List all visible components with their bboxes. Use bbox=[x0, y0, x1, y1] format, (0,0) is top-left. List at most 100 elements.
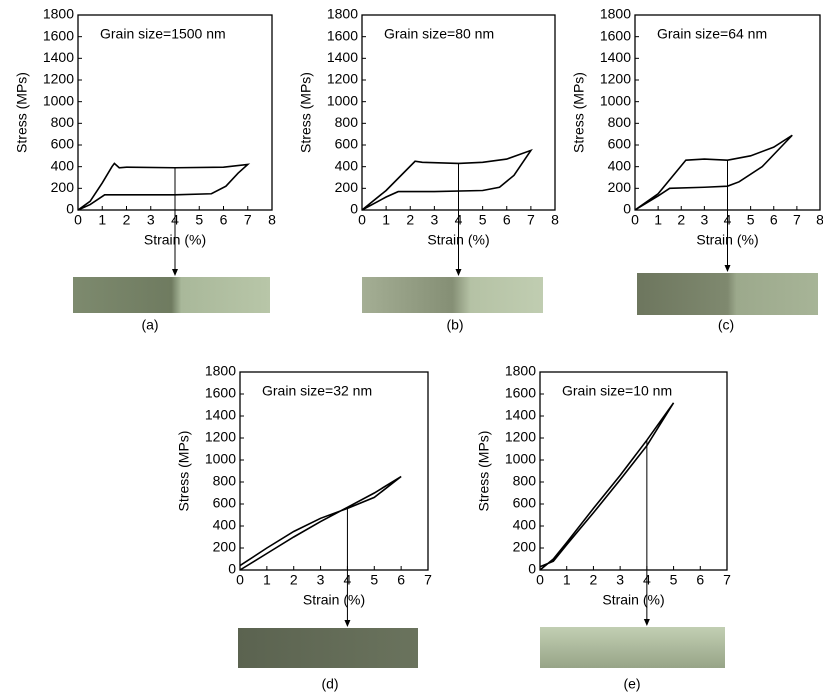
y-axis-label: Stress (MPs) bbox=[14, 72, 30, 153]
panel: 0200400600800100012001400160018000123456… bbox=[476, 363, 731, 692]
y-tick-label: 1400 bbox=[505, 407, 536, 423]
y-tick-label: 400 bbox=[513, 517, 537, 533]
chart-title: Grain size=80 nm bbox=[384, 26, 494, 42]
x-tick-label: 8 bbox=[551, 212, 559, 228]
strain-marker-arrow bbox=[455, 269, 462, 276]
plot-frame bbox=[539, 371, 728, 571]
x-tick-label: 1 bbox=[382, 212, 390, 228]
y-tick-label: 1800 bbox=[327, 6, 358, 22]
x-tick-label: 0 bbox=[358, 212, 366, 228]
x-tick-label: 1 bbox=[263, 572, 271, 588]
y-tick-label: 200 bbox=[213, 539, 237, 555]
x-tick-label: 0 bbox=[74, 212, 82, 228]
x-tick-label: 1 bbox=[654, 212, 662, 228]
y-tick-label: 1000 bbox=[43, 92, 74, 108]
y-axis-label: Stress (MPs) bbox=[298, 72, 314, 153]
y-tick-label: 0 bbox=[66, 201, 74, 217]
y-tick-label: 200 bbox=[51, 179, 75, 195]
x-tick-label: 7 bbox=[424, 572, 432, 588]
y-tick-label: 800 bbox=[213, 473, 237, 489]
x-tick-label: 0 bbox=[236, 572, 244, 588]
x-tick-label: 3 bbox=[317, 572, 325, 588]
y-tick-label: 1600 bbox=[600, 27, 631, 43]
y-tick-label: 400 bbox=[335, 157, 359, 173]
strain-marker-arrow bbox=[172, 269, 178, 276]
stress-strain-curve bbox=[239, 475, 402, 571]
strain-marker-arrow bbox=[344, 620, 351, 627]
x-tick-label: 7 bbox=[244, 212, 252, 228]
stress-strain-curve bbox=[77, 162, 251, 211]
y-tick-label: 1000 bbox=[600, 92, 631, 108]
chart-title: Grain size=32 nm bbox=[262, 383, 372, 399]
x-tick-label: 6 bbox=[397, 572, 405, 588]
x-tick-label: 2 bbox=[406, 212, 414, 228]
stress-strain-curve bbox=[634, 134, 793, 211]
strain-marker-arrow bbox=[724, 265, 731, 272]
sample-image bbox=[73, 277, 270, 313]
x-axis-label: Strain (%) bbox=[303, 592, 365, 608]
y-tick-label: 1000 bbox=[327, 92, 358, 108]
panel: 0200400600800100012001400160018000123456… bbox=[176, 363, 432, 692]
y-tick-label: 0 bbox=[528, 561, 536, 577]
y-tick-label: 0 bbox=[623, 201, 631, 217]
panel: 0200400600800100012001400160018000123456… bbox=[298, 6, 559, 333]
y-tick-label: 1600 bbox=[205, 385, 236, 401]
y-tick-label: 800 bbox=[608, 114, 632, 130]
y-tick-label: 600 bbox=[213, 495, 237, 511]
y-tick-label: 400 bbox=[608, 157, 632, 173]
y-tick-label: 0 bbox=[228, 561, 236, 577]
x-tick-label: 2 bbox=[677, 212, 685, 228]
y-tick-label: 1800 bbox=[505, 363, 536, 379]
x-tick-label: 3 bbox=[430, 212, 438, 228]
x-tick-label: 3 bbox=[616, 572, 624, 588]
y-tick-label: 1000 bbox=[205, 451, 236, 467]
y-tick-label: 800 bbox=[51, 114, 75, 130]
y-tick-label: 1400 bbox=[43, 49, 74, 65]
y-tick-label: 200 bbox=[608, 179, 632, 195]
sample-image bbox=[637, 273, 818, 315]
y-tick-label: 1800 bbox=[600, 6, 631, 22]
x-tick-label: 7 bbox=[723, 572, 731, 588]
plot-frame bbox=[239, 371, 429, 571]
x-tick-label: 6 bbox=[696, 572, 704, 588]
y-tick-label: 400 bbox=[213, 517, 237, 533]
y-tick-label: 0 bbox=[350, 201, 358, 217]
x-tick-label: 7 bbox=[793, 212, 801, 228]
chart-title: Grain size=1500 nm bbox=[100, 26, 226, 42]
sample-image bbox=[362, 277, 543, 313]
y-tick-label: 600 bbox=[608, 136, 632, 152]
y-tick-label: 400 bbox=[51, 157, 75, 173]
x-tick-label: 5 bbox=[479, 212, 487, 228]
panel-label: (c) bbox=[718, 317, 734, 333]
y-tick-label: 1200 bbox=[205, 429, 236, 445]
y-tick-label: 1200 bbox=[505, 429, 536, 445]
y-axis-label: Stress (MPs) bbox=[571, 72, 587, 153]
x-tick-label: 8 bbox=[268, 212, 276, 228]
panel-label: (e) bbox=[623, 676, 640, 692]
panel-label: (b) bbox=[446, 317, 463, 333]
stress-strain-curve bbox=[361, 148, 533, 211]
x-tick-label: 5 bbox=[370, 572, 378, 588]
y-tick-label: 1200 bbox=[600, 71, 631, 87]
x-tick-label: 5 bbox=[195, 212, 203, 228]
x-tick-label: 2 bbox=[590, 572, 598, 588]
y-tick-label: 600 bbox=[51, 136, 75, 152]
x-tick-label: 1 bbox=[563, 572, 571, 588]
panel: 0200400600800100012001400160018000123456… bbox=[571, 6, 823, 333]
y-tick-label: 800 bbox=[513, 473, 537, 489]
strain-marker-arrow bbox=[643, 619, 650, 626]
x-tick-label: 1 bbox=[98, 212, 106, 228]
x-axis-label: Strain (%) bbox=[602, 592, 664, 608]
x-tick-label: 5 bbox=[670, 572, 678, 588]
x-tick-label: 2 bbox=[123, 212, 131, 228]
y-axis-label: Stress (MPs) bbox=[476, 431, 492, 512]
y-tick-label: 1600 bbox=[505, 385, 536, 401]
y-tick-label: 1200 bbox=[43, 71, 74, 87]
x-tick-label: 6 bbox=[220, 212, 228, 228]
x-tick-label: 0 bbox=[536, 572, 544, 588]
y-tick-label: 200 bbox=[513, 539, 537, 555]
y-tick-label: 1400 bbox=[327, 49, 358, 65]
x-tick-label: 8 bbox=[816, 212, 823, 228]
y-tick-label: 200 bbox=[335, 179, 359, 195]
y-tick-label: 800 bbox=[335, 114, 359, 130]
